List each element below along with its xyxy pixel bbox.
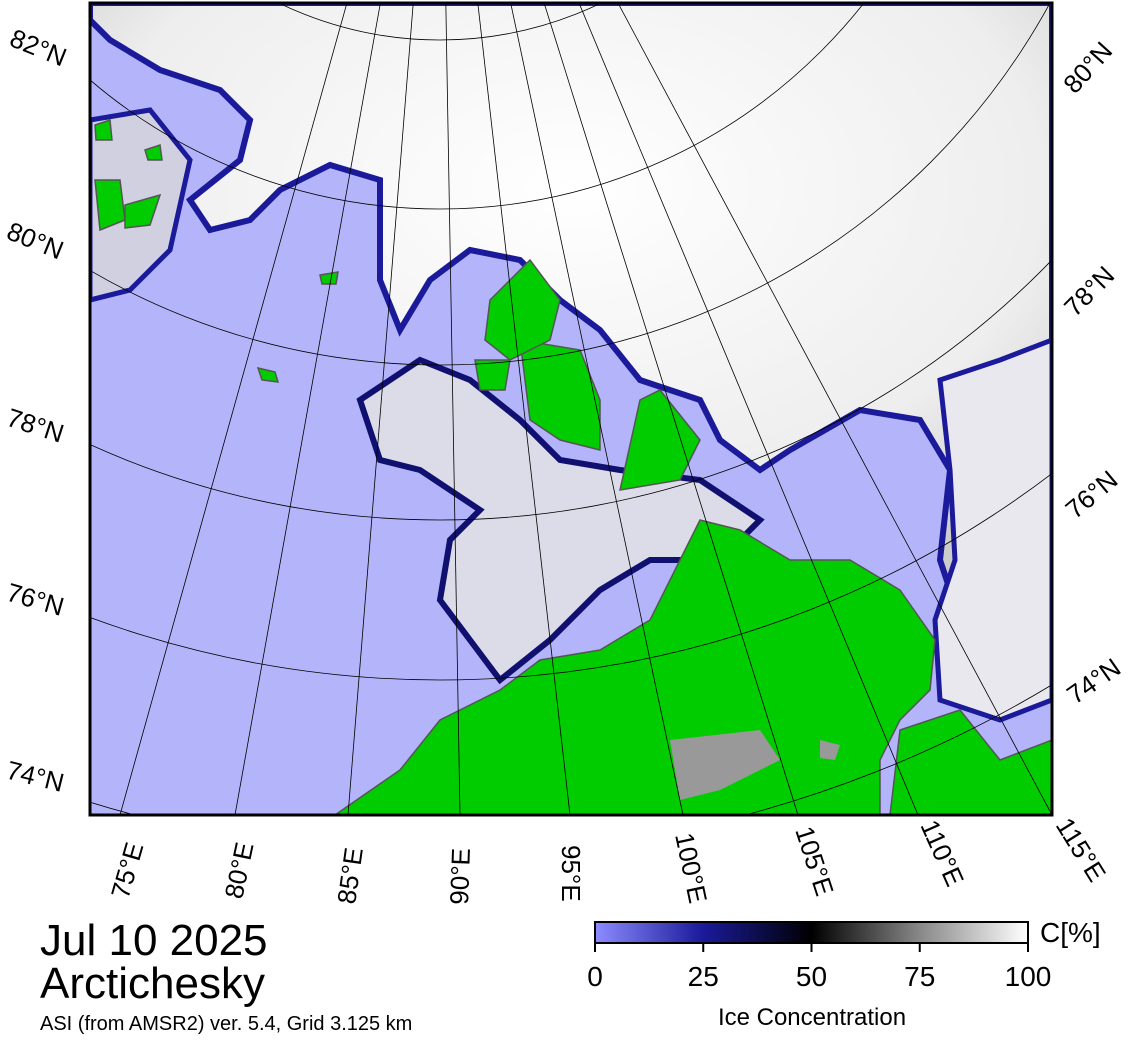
lon-label: 85°E	[331, 846, 369, 906]
colorbar-label: Ice Concentration	[718, 1004, 906, 1031]
colorbar: C[%] Ice Concentration 0 25 50 75 100	[587, 917, 1100, 1031]
lat-label: 78°N	[3, 402, 68, 448]
colorbar-tick-label: 75	[904, 961, 935, 992]
graticule	[90, 3, 1052, 815]
lat-label: 74°N	[1061, 652, 1126, 710]
lon-label: 95°E	[556, 845, 586, 902]
lat-label: 76°N	[3, 577, 67, 622]
lon-label: 100°E	[669, 830, 713, 906]
source: ASI (from AMSR2) ver. 5.4, Grid 3.125 km	[40, 1013, 412, 1035]
date: Jul 10 2025	[40, 916, 268, 965]
map-body	[90, 3, 1052, 815]
colorbar-tick-label: 25	[688, 961, 719, 992]
colorbar-unit: C[%]	[1040, 917, 1101, 948]
lat-label: 76°N	[1060, 464, 1124, 524]
region: Arctichesky	[40, 959, 265, 1008]
colorbar-tick-label: 100	[1005, 961, 1052, 992]
ice-pack	[90, 3, 1052, 624]
lat-label: 80°N	[1057, 36, 1118, 99]
colorbar-ramp	[594, 921, 1029, 944]
lon-label: 105°E	[789, 823, 840, 900]
map-frame	[88, 1, 1054, 817]
colorbar-tick-label: 50	[796, 961, 827, 992]
ice-fast	[356, 356, 765, 685]
lon-label: 80°E	[219, 840, 260, 902]
land-ice	[670, 730, 840, 800]
land	[94, 118, 1052, 815]
lon-label: 90°E	[444, 848, 476, 906]
lat-label: 74°N	[4, 755, 68, 798]
ice-east	[932, 337, 1052, 723]
colorbar-tick-label: 0	[587, 961, 603, 992]
lat-label: 80°N	[3, 216, 68, 266]
lon-label: 110°E	[915, 815, 971, 890]
lat-label: 78°N	[1058, 260, 1120, 322]
lon-label: 75°E	[105, 839, 149, 902]
lat-label: 82°N	[6, 23, 71, 73]
lon-label: 115°E	[1050, 812, 1112, 887]
